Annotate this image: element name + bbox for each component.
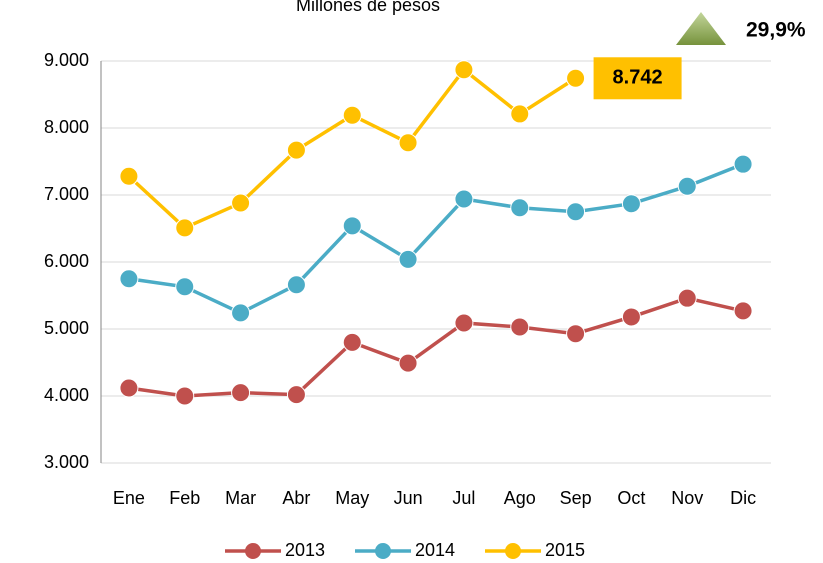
marker (342, 332, 362, 352)
marker (733, 154, 753, 174)
marker (510, 198, 530, 218)
marker (175, 386, 195, 406)
x-tick-label: Nov (671, 488, 703, 508)
marker (231, 193, 251, 213)
marker (175, 277, 195, 297)
marker (454, 313, 474, 333)
y-tick-label: 5.000 (44, 318, 89, 338)
x-tick-label: Dic (730, 488, 756, 508)
value-label: 8.742 (613, 67, 663, 89)
series-line (128, 296, 744, 398)
marker (398, 249, 418, 269)
up-triangle (676, 12, 726, 45)
legend-marker (375, 543, 391, 559)
y-tick-label: 4.000 (44, 385, 89, 405)
marker (454, 189, 474, 209)
marker (119, 378, 139, 398)
marker (286, 385, 306, 405)
marker (510, 104, 530, 124)
legend-marker (505, 543, 521, 559)
marker (677, 288, 697, 308)
marker (621, 307, 641, 327)
y-tick-label: 3.000 (44, 452, 89, 472)
marker (733, 301, 753, 321)
marker (621, 194, 641, 214)
series-line (127, 67, 577, 230)
marker (454, 60, 474, 80)
marker (398, 353, 418, 373)
y-tick-label: 6.000 (44, 251, 89, 271)
x-tick-label: Abr (282, 488, 310, 508)
annotation: 29,9% (746, 19, 806, 42)
marker (175, 218, 195, 238)
x-tick-label: Jul (452, 488, 475, 508)
marker (342, 216, 362, 236)
marker (231, 383, 251, 403)
x-tick-label: Sep (560, 488, 592, 508)
marker (231, 303, 251, 323)
x-tick-label: Oct (617, 488, 645, 508)
marker (566, 68, 586, 88)
chart-title: Millones de pesos (296, 0, 440, 15)
y-tick-label: 8.000 (44, 117, 89, 137)
marker (119, 166, 139, 186)
marker (677, 176, 697, 196)
y-tick-label: 9.000 (44, 50, 89, 70)
legend-label: 2014 (415, 540, 455, 560)
marker (286, 275, 306, 295)
x-tick-label: Mar (225, 488, 256, 508)
value-label-box (593, 57, 682, 100)
x-tick-label: Ago (504, 488, 536, 508)
marker (510, 317, 530, 337)
marker (566, 202, 586, 222)
marker (119, 269, 139, 289)
marker (566, 324, 586, 344)
x-tick-label: May (335, 488, 369, 508)
x-tick-label: Ene (113, 488, 145, 508)
legend-marker (245, 543, 261, 559)
x-tick-label: Jun (394, 488, 423, 508)
marker (398, 133, 418, 153)
series-line (128, 162, 744, 315)
y-tick-label: 7.000 (44, 184, 89, 204)
marker (286, 140, 306, 160)
x-tick-label: Feb (169, 488, 200, 508)
marker (342, 105, 362, 125)
legend-label: 2013 (285, 540, 325, 560)
legend-label: 2015 (545, 540, 585, 560)
